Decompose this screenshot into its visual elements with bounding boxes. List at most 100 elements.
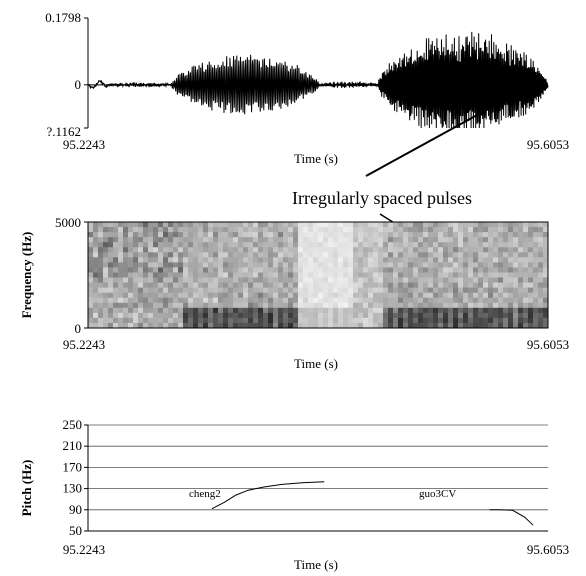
spectrogram-cell [288,277,294,283]
spectrogram-cell [388,317,394,324]
spectrogram-cell [503,302,509,309]
spectrogram-cell [278,297,284,304]
spectrogram-cell [473,232,479,238]
spectrogram-cell [443,277,449,283]
spectrogram-cell [398,302,404,309]
spectrogram-cell [523,282,529,289]
spectrogram-cell [218,287,224,294]
spectrogram-cell [298,277,304,283]
spectrogram-cell [448,277,454,283]
spectrogram-cell [328,297,334,304]
spectrogram-cell [418,252,424,258]
spectrogram-cell [138,272,144,278]
spectrogram-cell [388,227,394,233]
spectrogram-cell [483,312,489,319]
spectrogram-cell [228,232,234,238]
spectrogram-cell [433,277,439,283]
spectrogram-cell [528,252,534,258]
spectrogram-cell [338,222,344,228]
spectrogram-cell [143,292,149,299]
spectrogram-cell [343,252,349,258]
spectrogram-cell [98,232,104,238]
spectrogram-cell [388,267,394,273]
spectrogram-cell [483,287,489,294]
spectrogram-cell [193,232,199,238]
spectrogram-cell [243,257,249,263]
spectrogram-cell [478,252,484,258]
spectrogram-cell [198,242,204,248]
spectrogram-cell [363,272,369,278]
spectrogram-cell [463,322,469,329]
spectrogram-cell [183,257,189,263]
spectrogram-cell [323,282,329,289]
spectrogram-cell [158,282,164,289]
spectrogram-cell [203,252,209,258]
spectrogram-cell [538,262,544,268]
spectrogram-cell [343,317,349,324]
spectrogram-cell [338,282,344,289]
spectrogram-cell [513,312,519,319]
spectrogram-cell [163,317,169,324]
spectrogram-cell [183,232,189,238]
spectrogram-cell [108,317,114,324]
spectrogram-cell [493,227,499,233]
spectrogram-cell [188,242,194,248]
spectrogram-cell [238,272,244,278]
spectrogram-cell [288,257,294,263]
spectrogram-cell [148,227,154,233]
spectrogram-cell [393,262,399,268]
spectrogram-cell [368,252,374,258]
spectrogram-cell [338,227,344,233]
spectrogram-cell [88,282,94,289]
spectrogram-cell [403,317,409,324]
spectrogram-cell [438,307,444,314]
spectrogram-cell [353,252,359,258]
spectrogram-cell [128,282,134,289]
spectrogram-cell [218,307,224,314]
spectrogram-cell [208,237,214,243]
spectrogram-cell [268,317,274,324]
spectrogram-cell [158,237,164,243]
spectrogram-cell [408,312,414,319]
spectrogram-cell [493,267,499,273]
spectrogram-cell [343,267,349,273]
spectrogram-cell [128,277,134,283]
spectrogram-cell [263,247,269,253]
spectrogram-cell [523,312,529,319]
spectrogram-cell [328,322,334,329]
spectrogram-cell [258,322,264,329]
spectrogram-cell [498,267,504,273]
spectrogram-cell [353,287,359,294]
spectrogram-cell [398,317,404,324]
spectrogram-cell [198,237,204,243]
spectrogram-cell [298,252,304,258]
spectrogram-cell [503,292,509,299]
spectrogram-cell [213,277,219,283]
spectrogram-cell [313,302,319,309]
spectrogram-cell [393,257,399,263]
spectrogram-cell [278,287,284,294]
spectrogram-cell [498,222,504,228]
spectrogram-cell [443,222,449,228]
spectrogram-cell [173,237,179,243]
spectrogram-cell [353,277,359,283]
spectrogram-cell [518,242,524,248]
spectrogram-cell [88,312,94,319]
spectrogram-cell [468,322,474,329]
spectrogram-cell [453,322,459,329]
spectrogram-cell [273,282,279,289]
spectrogram-cell [348,252,354,258]
spectrogram-cell [398,282,404,289]
spectrogram-cell [273,247,279,253]
spectrogram-cell [438,277,444,283]
spectrogram-cell [413,292,419,299]
spectrogram-cell [443,272,449,278]
spectrogram-cell [243,237,249,243]
spectrogram-cell [498,292,504,299]
spectrogram-cell [223,232,229,238]
spectrogram-cell [233,267,239,273]
spectrogram-cell [153,222,159,228]
spectrogram-cell [418,322,424,329]
spectrogram-cell [193,292,199,299]
spectrogram-panel: 5000 0 Frequency (Hz) 95.2243 95.6053 Ti… [19,215,569,371]
